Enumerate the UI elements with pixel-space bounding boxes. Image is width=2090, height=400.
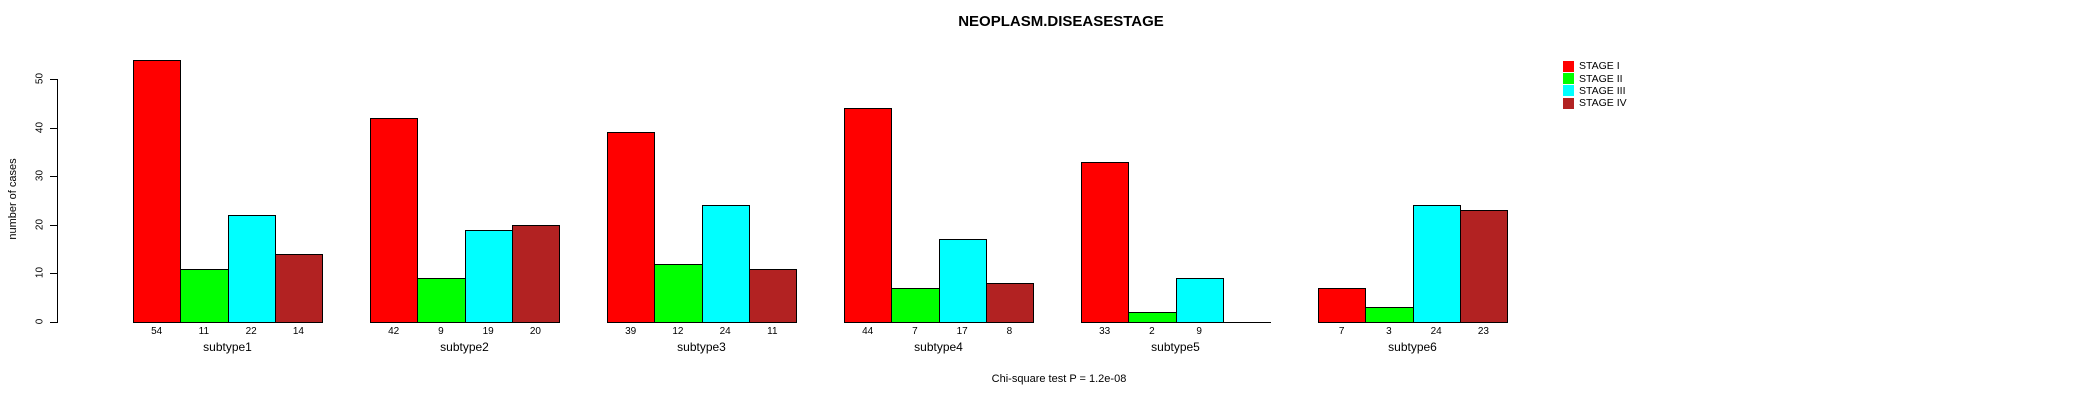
y-tick-label: 30 [34, 170, 46, 182]
bar-value-label: 2 [1149, 326, 1155, 337]
bar-value-label: 24 [1430, 326, 1442, 337]
bar-subtype3-stage-ii [654, 264, 703, 323]
legend-label: STAGE III [1579, 84, 1626, 97]
bar-subtype2-stage-iv [511, 225, 560, 323]
bar-value-label: 20 [529, 326, 541, 337]
bar-subtype4-stage-ii [891, 288, 940, 323]
chart-title: NEOPLASM.DISEASESTAGE [958, 13, 1164, 30]
bar-subtype1-stage-ii [180, 269, 229, 323]
caption-text: Chi-square test P = 1.2e-08 [991, 373, 1127, 385]
zero-bar-subtype5-stage-iv [1222, 322, 1271, 323]
bar-value-label: 22 [245, 326, 257, 337]
bar-value-label: 9 [438, 326, 444, 337]
bar-value-label: 9 [1196, 326, 1202, 337]
bar-subtype4-stage-iv [985, 283, 1034, 323]
bar-value-label: 19 [482, 326, 494, 337]
bar-value-label: 11 [198, 326, 210, 337]
bar-value-label: 54 [151, 326, 163, 337]
bar-value-label: 7 [1338, 326, 1345, 337]
category-label-subtype5: subtype5 [1151, 340, 1200, 354]
bar-subtype6-stage-i [1318, 288, 1367, 323]
bar-subtype2-stage-i [370, 118, 419, 323]
y-tick-mark [50, 127, 57, 129]
bar-value-label: 3 [1386, 326, 1392, 337]
legend-swatch-icon [1563, 73, 1574, 85]
legend-item: STAGE I [1563, 60, 1627, 72]
bar-subtype5-stage-ii [1128, 312, 1177, 323]
category-label-subtype3: subtype3 [677, 340, 726, 354]
legend-label: STAGE IV [1579, 97, 1627, 110]
bar-subtype1-stage-iv [274, 254, 323, 323]
bar-subtype5-stage-iii [1175, 278, 1224, 323]
y-tick-mark [50, 176, 57, 178]
legend-item: STAGE III [1563, 85, 1627, 97]
bar-value-label: 39 [625, 326, 637, 337]
legend-item: STAGE II [1563, 72, 1627, 85]
bar-value-label: 8 [1006, 326, 1013, 337]
bar-value-label: 11 [767, 326, 778, 337]
bar-subtype5-stage-i [1081, 162, 1130, 323]
bar-value-label: 42 [388, 326, 400, 337]
bar-value-label: 12 [672, 326, 684, 337]
bar-subtype6-stage-iii [1412, 205, 1461, 323]
y-tick-mark [50, 224, 57, 226]
bar-subtype3-stage-iv [748, 269, 797, 323]
bar-value-label: 7 [912, 326, 918, 337]
legend-label: STAGE I [1579, 60, 1620, 73]
bar-value-label: 17 [956, 326, 968, 337]
legend-swatch-icon [1563, 85, 1574, 97]
bar-subtype2-stage-ii [417, 278, 466, 323]
y-tick-mark [50, 322, 57, 323]
y-tick-label: 20 [34, 218, 46, 230]
bar-value-label: 33 [1099, 326, 1111, 337]
bar-value-label: 23 [1477, 326, 1489, 337]
bar-subtype1-stage-i [133, 60, 182, 323]
y-tick-mark [50, 79, 57, 80]
category-label-subtype4: subtype4 [914, 340, 963, 354]
y-tick-label: 40 [34, 121, 46, 133]
bar-value-label: 44 [862, 326, 874, 337]
bar-subtype2-stage-iii [464, 230, 513, 323]
y-tick-mark [50, 273, 57, 275]
category-label-subtype1: subtype1 [203, 340, 252, 354]
legend-label: STAGE II [1579, 72, 1623, 85]
y-axis-line [57, 79, 58, 323]
legend: STAGE I STAGE II STAGE III STAGE IV [1563, 60, 1627, 110]
bar-value-label: 14 [292, 326, 304, 337]
bar-subtype4-stage-iii [938, 239, 987, 323]
bar-subtype6-stage-iv [1459, 210, 1508, 323]
legend-swatch-icon [1563, 97, 1574, 109]
y-tick-label: 0 [34, 318, 46, 325]
legend-swatch-icon [1563, 60, 1574, 72]
bar-subtype3-stage-i [607, 132, 656, 323]
bar-subtype1-stage-iii [227, 215, 276, 323]
bar-subtype4-stage-i [844, 108, 893, 323]
bar-subtype3-stage-iii [701, 205, 750, 323]
bar-value-label: 24 [719, 326, 731, 337]
y-axis-label: number of cases [7, 158, 19, 240]
y-tick-label: 50 [34, 72, 46, 85]
y-tick-label: 10 [34, 267, 46, 279]
category-label-subtype6: subtype6 [1388, 340, 1437, 354]
legend-item: STAGE IV [1563, 97, 1627, 109]
category-label-subtype2: subtype2 [440, 340, 489, 354]
bar-subtype6-stage-ii [1365, 307, 1414, 323]
